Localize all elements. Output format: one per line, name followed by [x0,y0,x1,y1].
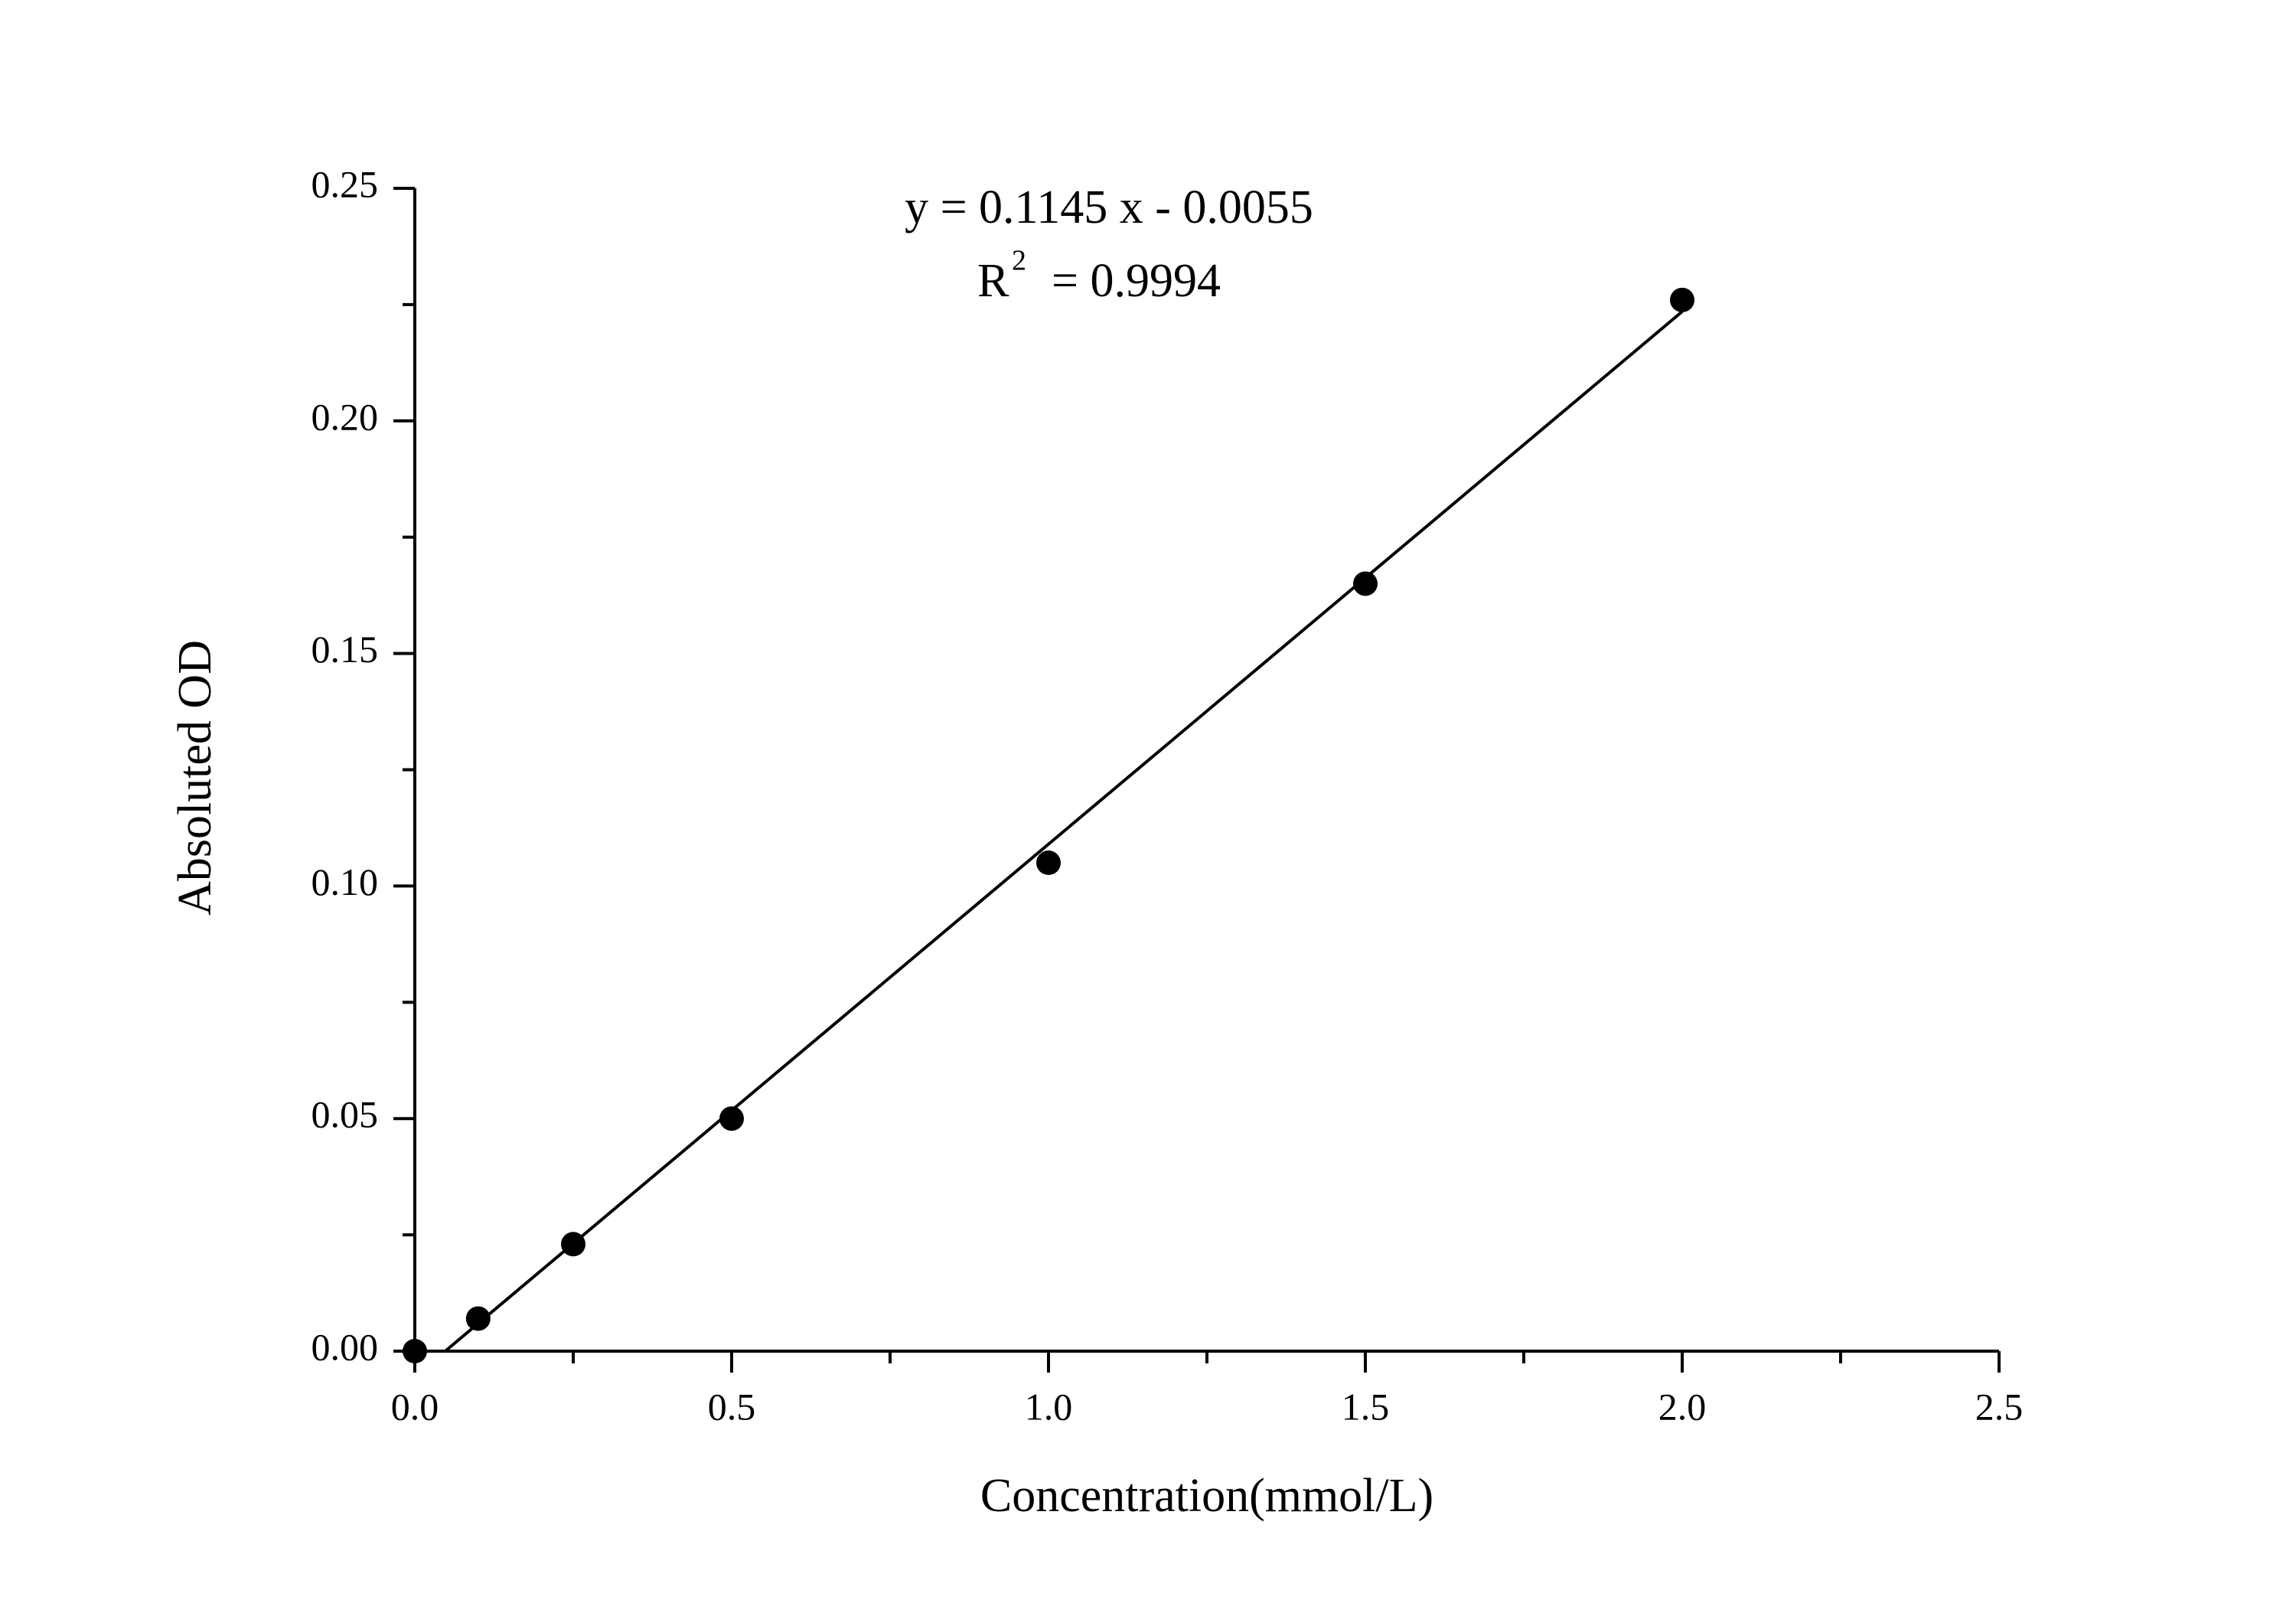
r2-value: = 0.9994 [1052,255,1221,307]
y-tick-label: 0.05 [311,1093,379,1136]
data-point [1670,287,1694,312]
x-axis-title: Concentration(mmol/L) [980,1470,1433,1522]
x-tick-label: 0.5 [708,1385,756,1428]
x-tick-label: 1.5 [1342,1385,1390,1428]
data-point [403,1339,427,1363]
x-tick-label: 2.5 [1975,1385,2024,1428]
y-tick-label: 0.10 [311,860,379,903]
data-point [719,1106,744,1131]
x-tick-label: 0.0 [391,1385,439,1428]
r2-exponent: 2 [1012,245,1026,277]
y-tick-label: 0.25 [311,162,379,205]
x-tick-label: 1.0 [1025,1385,1073,1428]
data-point [561,1232,585,1257]
data-point [465,1306,491,1331]
fit-line [444,310,1684,1353]
y-axis-title: Absoluted OD [169,640,221,916]
y-tick-label: 0.00 [311,1325,379,1368]
data-point [1036,850,1061,876]
r2-symbol: R [977,255,1009,307]
y-tick-label: 0.20 [311,395,379,438]
data-point [1353,571,1378,596]
x-tick-label: 2.0 [1658,1385,1707,1428]
equation: y = 0.1145 x - 0.0055 [905,181,1313,233]
y-tick-label: 0.15 [311,628,379,671]
